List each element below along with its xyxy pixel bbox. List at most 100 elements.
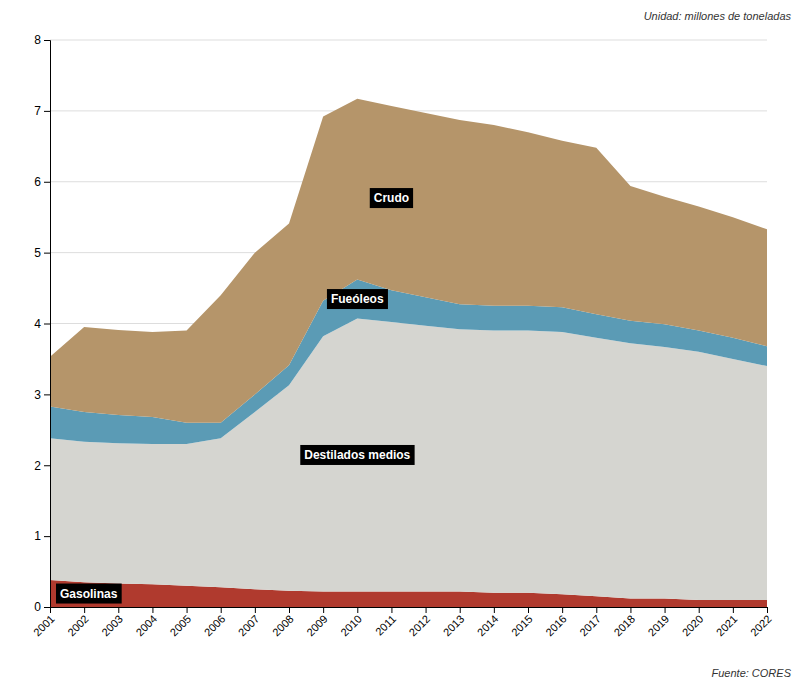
x-tick: 2013: [441, 607, 467, 638]
x-tick-mark: [665, 607, 666, 613]
y-tick-label: 1: [34, 529, 41, 543]
x-tick-label: 2018: [611, 613, 637, 639]
x-tick-mark: [528, 607, 529, 613]
x-tick-mark: [494, 607, 495, 613]
series-label: Crudo: [370, 188, 413, 208]
y-tick-label: 3: [34, 388, 41, 402]
x-tick-label: 2005: [167, 613, 193, 639]
y-tick-label: 4: [34, 317, 41, 331]
y-tick: 4: [34, 317, 50, 331]
y-axis-title: Unidad: millones de toneladas: [644, 10, 792, 22]
y-tick-label: 8: [34, 33, 41, 47]
y-tick-label: 6: [34, 175, 41, 189]
x-tick-label: 2019: [645, 613, 671, 639]
y-axis-line: [44, 41, 51, 608]
y-tick-label: 2: [34, 459, 41, 473]
series-label: Destilados medios: [300, 445, 414, 465]
y-tick: 7: [34, 104, 50, 118]
x-tick-label: 2012: [406, 613, 432, 639]
y-axis: 0 1 2 3 4 5 6 7 8: [34, 33, 50, 614]
x-tick: 2009: [304, 607, 330, 638]
x-tick: 2003: [99, 607, 125, 638]
x-tick: 2014: [475, 607, 501, 638]
x-tick-mark: [426, 607, 427, 613]
x-tick-mark: [187, 607, 188, 613]
series-label-box: [327, 289, 388, 309]
x-tick-mark: [118, 607, 119, 613]
x-tick: 2019: [645, 607, 671, 638]
series-label-text: Gasolinas: [60, 587, 118, 601]
x-tick-mark: [357, 607, 358, 613]
x-tick-label: 2010: [338, 613, 364, 639]
x-tick: 2020: [680, 607, 706, 638]
x-tick-label: 2022: [748, 613, 774, 639]
x-tick-label: 2013: [441, 613, 467, 639]
series-label-text: Crudo: [374, 191, 409, 205]
grid-line: [50, 40, 767, 41]
y-tick-mark: [44, 607, 50, 608]
x-tick-label: 2002: [65, 613, 91, 639]
x-tick-label: 2020: [680, 613, 706, 639]
y-tick: 8: [34, 33, 50, 47]
x-tick: 2018: [611, 607, 637, 638]
y-tick: 1: [34, 529, 50, 543]
y-tick-label: 7: [34, 104, 41, 118]
y-tick-mark: [44, 111, 50, 112]
x-tick: 2002: [65, 607, 91, 638]
x-tick-label: 2014: [475, 613, 501, 639]
x-tick: 2005: [167, 607, 193, 638]
chart: 2001200220032004200520062007200820092010…: [0, 0, 803, 687]
x-tick-mark: [630, 607, 631, 613]
y-tick: 3: [34, 388, 50, 402]
x-tick-mark: [562, 607, 563, 613]
y-tick-mark: [44, 182, 50, 183]
x-tick-label: 2007: [236, 613, 262, 639]
x-tick: 2012: [406, 607, 432, 638]
x-tick-mark: [699, 607, 700, 613]
x-axis: 2001200220032004200520062007200820092010…: [31, 607, 774, 638]
y-tick-label: 0: [34, 600, 41, 614]
x-tick: 2006: [202, 607, 228, 638]
x-tick-mark: [767, 607, 768, 613]
series-label-box: [370, 188, 413, 208]
y-tick-mark: [44, 394, 50, 395]
y-tick: 5: [34, 246, 50, 260]
y-tick-label: 5: [34, 246, 41, 260]
x-tick-mark: [255, 607, 256, 613]
y-tick: 2: [34, 459, 50, 473]
x-tick-label: 2021: [714, 613, 740, 639]
x-tick-mark: [460, 607, 461, 613]
x-tick: 2010: [338, 607, 364, 638]
x-tick: 2004: [133, 607, 159, 638]
series-label: Gasolinas: [56, 584, 122, 604]
y-tick-mark: [44, 465, 50, 466]
series-label-box: [56, 584, 122, 604]
x-tick-mark: [596, 607, 597, 613]
area: [50, 99, 767, 423]
x-tick-mark: [733, 607, 734, 613]
x-tick-label: 2017: [577, 613, 603, 639]
x-tick-label: 2009: [304, 613, 330, 639]
series-labels: Gasolinas Destilados medios Fueóleos Crudo: [56, 188, 415, 603]
x-tick: 2022: [748, 607, 774, 638]
series-label-box: [300, 445, 414, 465]
y-tick-mark: [44, 40, 50, 41]
x-tick-mark: [323, 607, 324, 613]
annotation: Fuente: CORES: [712, 667, 792, 679]
x-tick-mark: [84, 607, 85, 613]
y-tick-mark: [44, 324, 50, 325]
x-axis-line: [51, 608, 768, 614]
x-tick-mark: [152, 607, 153, 613]
x-tick: 2007: [236, 607, 262, 638]
series-label-text: Fueóleos: [331, 292, 384, 306]
x-tick-label: 2006: [202, 613, 228, 639]
x-tick-label: 2004: [133, 613, 159, 639]
x-tick-label: 2015: [509, 613, 535, 639]
x-tick: 2017: [577, 607, 603, 638]
x-tick-label: 2001: [31, 613, 57, 639]
x-tick-label: 2003: [99, 613, 125, 639]
y-tick-mark: [44, 536, 50, 537]
x-tick: 2011: [373, 607, 398, 638]
x-tick-label: 2016: [543, 613, 569, 639]
series-label: Fueóleos: [327, 289, 388, 309]
